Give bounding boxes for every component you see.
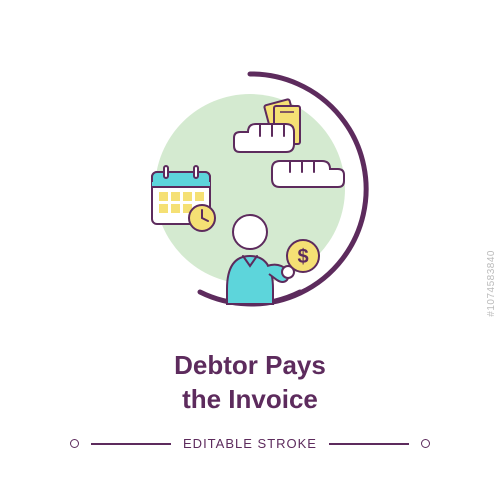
title-line-1: Debtor Pays xyxy=(174,349,326,383)
divider-line-right xyxy=(329,443,409,445)
svg-text:$: $ xyxy=(297,246,308,268)
concept-icon: $ xyxy=(110,49,390,329)
title: Debtor Pays the Invoice xyxy=(174,349,326,417)
divider-dot-right xyxy=(421,439,430,448)
divider: EDITABLE STROKE xyxy=(70,436,430,451)
divider-dot-left xyxy=(70,439,79,448)
watermark: #1074583840 xyxy=(487,250,498,317)
subtitle: EDITABLE STROKE xyxy=(183,436,317,451)
divider-line-left xyxy=(91,443,171,445)
title-line-2: the Invoice xyxy=(174,383,326,417)
